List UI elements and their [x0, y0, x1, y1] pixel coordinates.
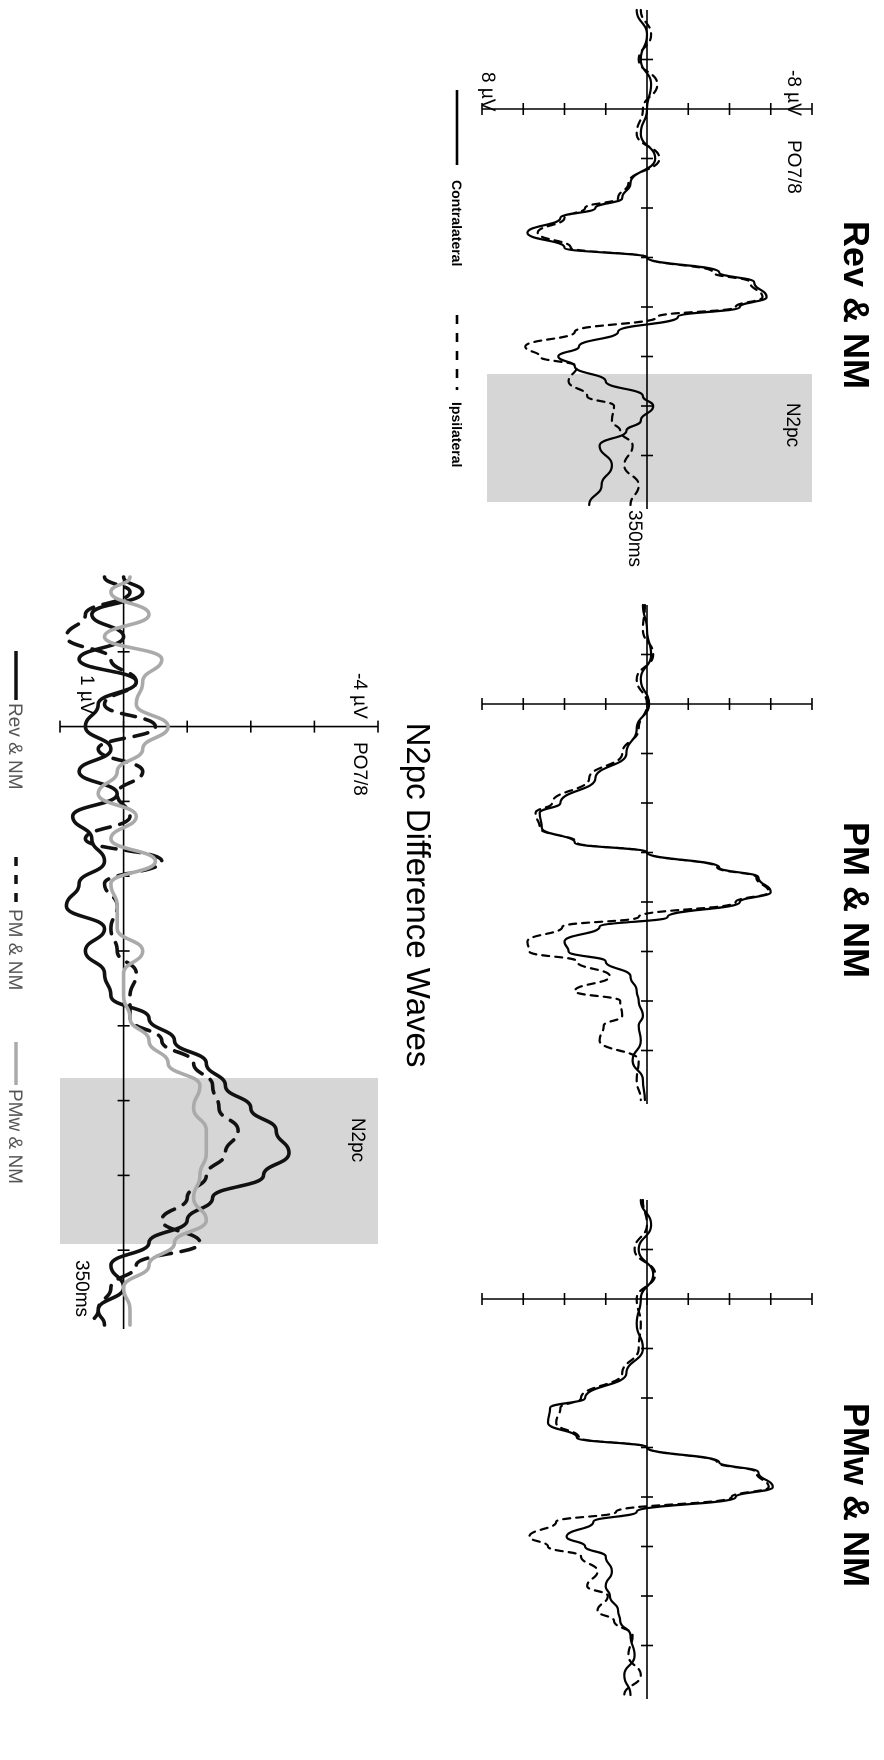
- x-end-label: 350ms: [624, 510, 645, 567]
- panel-difference-waves: N2pc -4 µV 1 µV PO7/8 350ms Rev & NM PM …: [4, 575, 379, 1329]
- series-line-contralateral: [538, 603, 772, 1102]
- electrode-label: PO7/8: [349, 742, 370, 796]
- series-line-pmw-nm: [96, 575, 209, 1327]
- series-line-ipsilateral: [524, 8, 764, 507]
- y-bottom-label: 1 µV: [76, 675, 97, 715]
- series-line-contralateral: [526, 8, 768, 507]
- panel-pmw-nm: [481, 1198, 813, 1699]
- n2pc-window-label: N2pc: [782, 403, 803, 447]
- series-line-ipsilateral: [526, 603, 770, 1102]
- panel-title-rev-nm: Rev & NM: [836, 221, 877, 389]
- legend-contralateral-label: Contralateral: [449, 180, 465, 266]
- series-line-ipsilateral: [528, 1198, 770, 1697]
- panel-title-difference-waves: N2pc Difference Waves: [400, 723, 437, 1068]
- panel-rev-nm: N2pc -8 µV 8 µV PO7/8 350ms Contralatera…: [449, 8, 813, 567]
- legend-rev-nm-label: Rev & NM: [4, 703, 25, 790]
- y-top-label: -8 µV: [783, 70, 804, 116]
- panel-pm-nm: [481, 603, 813, 1104]
- legend-ipsilateral-label: Ipsilateral: [449, 402, 465, 467]
- y-bottom-label: 8 µV: [477, 72, 498, 112]
- n2pc-window-label: N2pc: [347, 1118, 368, 1162]
- panel-title-pm-nm: PM & NM: [836, 822, 877, 978]
- legend-pm-nm-label: PM & NM: [4, 909, 25, 990]
- x-end-label: 350ms: [71, 1260, 92, 1317]
- n2pc-window: [487, 374, 812, 502]
- series-line-pm-nm: [64, 575, 240, 1327]
- series-line-contralateral: [546, 1198, 774, 1697]
- panel-title-pmw-nm: PMw & NM: [836, 1403, 877, 1587]
- electrode-label: PO7/8: [783, 140, 804, 194]
- y-top-label: -4 µV: [349, 673, 370, 719]
- legend-pmw-nm-label: PMw & NM: [4, 1089, 25, 1184]
